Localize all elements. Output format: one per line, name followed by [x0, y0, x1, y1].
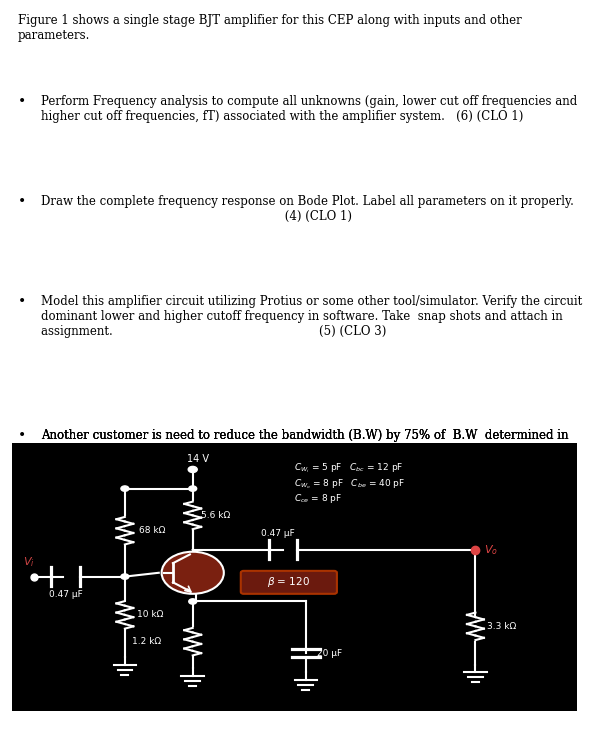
Circle shape [188, 466, 197, 472]
Text: Another customer is need to reduce the bandwidth (B.W) by 75% of  B.W  determine: Another customer is need to reduce the b… [41, 429, 569, 472]
Text: •: • [18, 429, 26, 443]
Text: 3.3 kΩ: 3.3 kΩ [487, 622, 516, 631]
Text: 68 kΩ: 68 kΩ [139, 526, 166, 535]
Text: Model this amplifier circuit utilizing Protius or some other tool/simulator. Ver: Model this amplifier circuit utilizing P… [41, 295, 583, 339]
Text: 0.47 μF: 0.47 μF [49, 590, 82, 599]
Text: Perform Frequency analysis to compute all unknowns (gain, lower cut off frequenc: Perform Frequency analysis to compute al… [41, 95, 577, 124]
Text: •: • [18, 95, 26, 109]
Text: $C_{W_i}$ = 5 pF   $C_{bc}$ = 12 pF: $C_{W_i}$ = 5 pF $C_{bc}$ = 12 pF [294, 462, 404, 475]
Text: •: • [18, 195, 26, 209]
Circle shape [121, 486, 129, 491]
Text: V$_i$: V$_i$ [23, 555, 35, 569]
Text: Another customer is need to reduce the bandwidth (B.W) by 75% of  B.W  determine: Another customer is need to reduce the b… [41, 429, 569, 472]
FancyBboxPatch shape [241, 571, 337, 594]
Circle shape [161, 552, 224, 594]
Text: 5.6 kΩ: 5.6 kΩ [201, 511, 230, 520]
Text: Draw the complete frequency response on Bode Plot. Label all parameters on it pr: Draw the complete frequency response on … [41, 195, 574, 223]
Text: 0.47 μF: 0.47 μF [261, 529, 294, 539]
Text: 1.2 kΩ: 1.2 kΩ [133, 637, 161, 646]
Text: $C_{ce}$ = 8 pF: $C_{ce}$ = 8 pF [294, 493, 343, 505]
Text: V$_o$: V$_o$ [484, 543, 498, 557]
Text: Figure 1 shows a single stage BJT amplifier for this CEP along with inputs and o: Figure 1 shows a single stage BJT amplif… [18, 14, 521, 42]
Text: Another customer is need to reduce the bandwidth (B.W) by 75% of  B.W  determine: Another customer is need to reduce the b… [41, 429, 569, 472]
Text: 14 V: 14 V [187, 454, 209, 464]
Text: Another customer is need to reduce the bandwidth (B.W) by 75% of  B.W  determine: Another customer is need to reduce the b… [41, 429, 569, 472]
Circle shape [188, 486, 197, 491]
Text: $\beta$ = 120: $\beta$ = 120 [267, 575, 310, 589]
Circle shape [121, 574, 129, 580]
Circle shape [188, 599, 197, 604]
Text: •: • [18, 295, 26, 310]
Text: 20 μF: 20 μF [317, 649, 342, 658]
Text: $C_{W_o}$ = 8 pF   $C_{be}$ = 40 pF: $C_{W_o}$ = 8 pF $C_{be}$ = 40 pF [294, 477, 406, 490]
Text: 10 kΩ: 10 kΩ [137, 610, 164, 619]
